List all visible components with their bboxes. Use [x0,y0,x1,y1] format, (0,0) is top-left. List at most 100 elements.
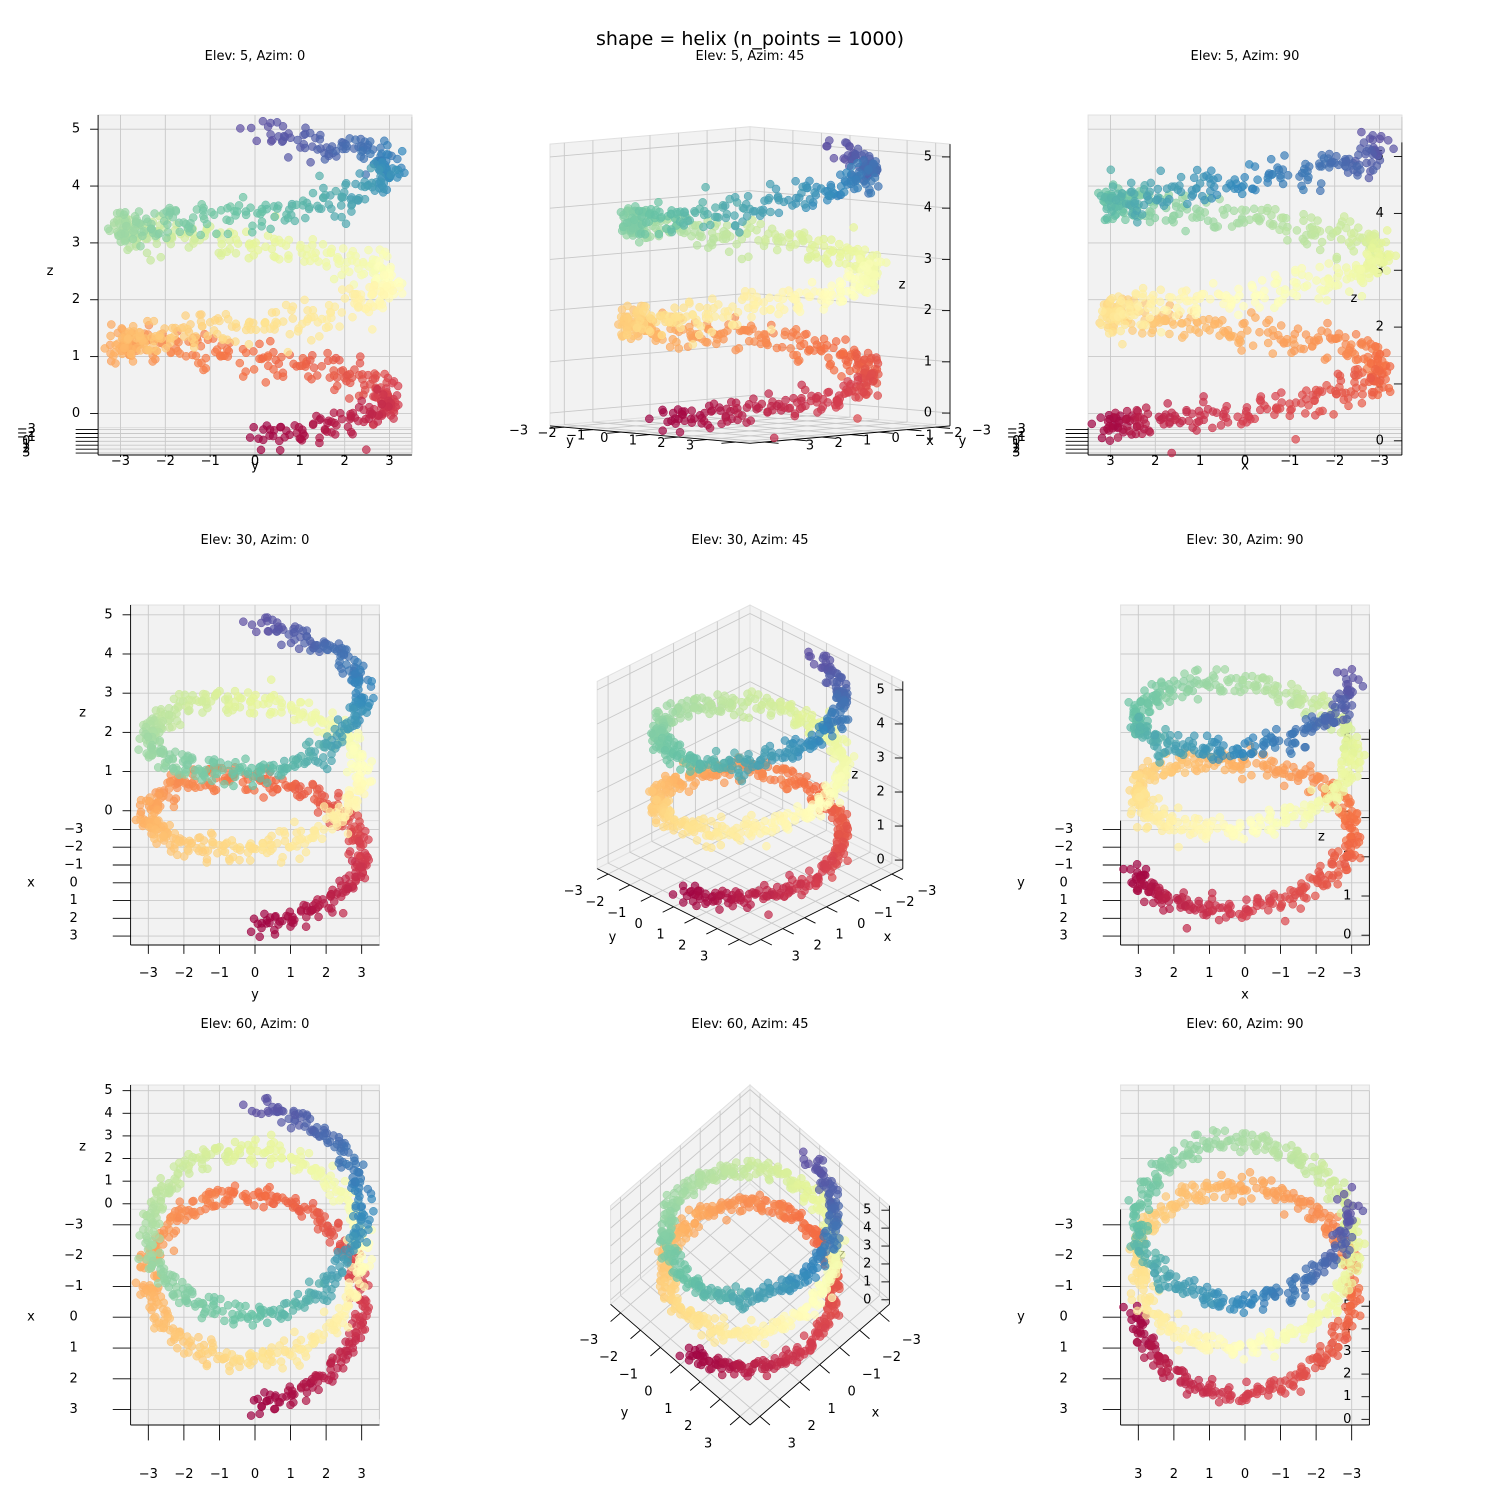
data-point [807,252,816,261]
data-point [1334,329,1344,338]
data-point [764,389,773,398]
data-point [377,400,387,409]
data-point [197,200,206,209]
data-point [1292,226,1302,235]
subplot-title: Elev: 30, Azim: 0 [201,533,310,548]
data-point [668,408,678,418]
data-point [208,757,218,767]
data-point [361,304,371,314]
y-axis-label: y [251,987,259,1002]
data-point [667,227,677,237]
data-point [1195,294,1205,303]
data-point [751,402,761,411]
data-point [235,855,244,865]
data-point [1376,131,1386,141]
data-point [707,327,716,337]
data-point [676,323,685,333]
data-point [316,414,325,423]
data-point [116,229,126,238]
data-point [351,135,360,144]
x-tick-label: 0 [70,875,78,890]
data-point [1245,160,1254,169]
y-tick-label: −1 [201,454,220,469]
z-tick-label: 2 [877,785,885,800]
data-point [354,302,363,311]
data-point [107,320,116,329]
data-point [759,306,768,316]
data-point [1332,252,1342,262]
data-point [196,230,205,240]
data-point [838,843,848,853]
data-point [1241,410,1251,419]
data-point [1157,328,1166,337]
data-point [347,759,356,769]
data-point [136,795,146,805]
data-point [259,793,268,802]
data-point [1385,387,1395,397]
data-point [341,219,351,229]
x-tick [878,431,893,434]
data-point [197,358,206,368]
x-tick-label: −2 [17,426,36,441]
y-tick [706,928,718,935]
data-point [670,303,679,312]
y-tick-label: −3 [139,966,158,981]
data-point [218,765,227,775]
data-point [828,290,837,300]
data-point [791,240,800,249]
data-point [1357,127,1366,137]
gridline [678,419,879,438]
y-tick-label: 1 [629,434,637,449]
data-point [1385,362,1395,371]
data-point [657,330,667,340]
data-point [355,169,364,178]
y-tick-label: −1 [607,906,626,921]
data-point [791,199,801,208]
data-point [780,403,789,412]
data-point [368,289,377,299]
data-point [338,244,348,253]
data-point [223,314,233,324]
data-point [122,221,131,231]
data-point [800,200,809,209]
x-tick [760,939,773,946]
data-point [158,717,168,726]
x-tick-label: 3 [806,439,814,454]
x-axis-label: x [1241,458,1249,473]
data-point [246,123,256,133]
data-point [663,417,672,427]
y-tick-label: 3 [700,950,708,965]
data-point [183,223,193,233]
data-point [277,640,286,650]
subplot-title: Elev: 5, Azim: 90 [1191,49,1300,64]
x-tick-label: 1 [1196,454,1204,469]
data-point [791,325,801,334]
data-point [827,281,836,290]
data-point [710,212,720,222]
subplot-5: Elev: 30, Azim: 45−3−2−10123−3−2−1012301… [564,533,937,965]
data-point [1187,409,1197,418]
data-point [355,786,364,795]
data-point [1130,199,1139,208]
data-point [144,346,154,355]
data-point [1276,213,1286,223]
data-point [1286,406,1295,415]
data-point [829,754,839,763]
data-point [829,153,839,163]
data-point [766,305,775,314]
data-point [169,802,179,812]
data-point [272,118,282,127]
data-point [1332,263,1342,273]
data-point [1255,327,1264,337]
data-point [851,175,861,185]
z-tick-label: 0 [877,853,885,868]
subplot-title: Elev: 5, Azim: 0 [205,49,306,64]
data-point [321,258,331,267]
data-point [1354,150,1363,160]
data-point [735,707,744,716]
data-point [293,135,302,145]
data-point [248,781,258,791]
data-point [183,753,192,762]
data-point [249,250,258,260]
data-point [241,348,251,358]
